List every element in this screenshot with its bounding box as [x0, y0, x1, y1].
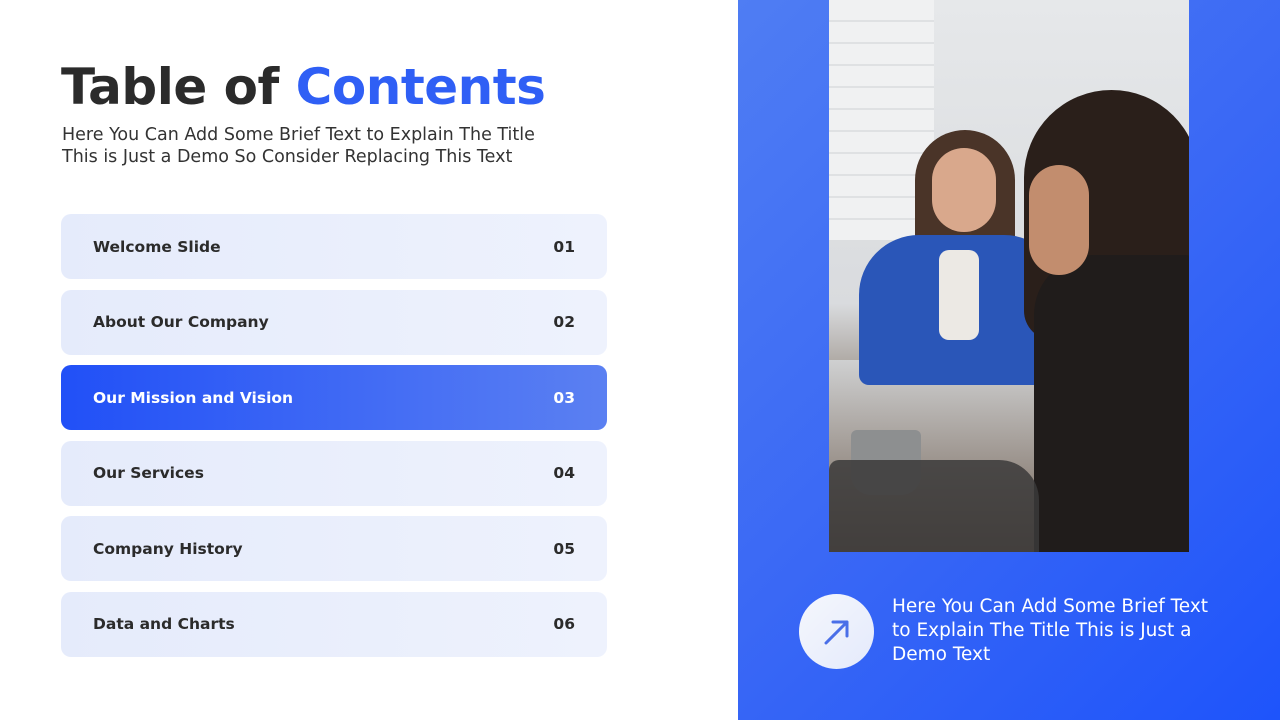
subtitle-line: Here You Can Add Some Brief Text to Expl…	[62, 125, 535, 145]
side-panel-text: Here You Can Add Some Brief Text to Expl…	[892, 596, 1209, 665]
toc-item-number: 04	[553, 464, 575, 482]
page-title: Table of Contents	[61, 58, 546, 116]
toc-item-label: About Our Company	[93, 313, 269, 331]
arrow-button[interactable]	[799, 594, 874, 669]
toc-item-label: Company History	[93, 539, 243, 558]
toc-item-welcome-slide[interactable]: Welcome Slide 01	[61, 214, 607, 279]
toc-item-about-our-company[interactable]: About Our Company 02	[61, 289, 607, 355]
toc-item-our-services[interactable]: Our Services 04	[61, 440, 607, 506]
title-accent-text: Contents	[295, 58, 546, 116]
toc-item-number: 03	[553, 388, 575, 407]
toc-item-label: Our Services	[93, 464, 204, 482]
toc-item-label: Welcome Slide	[93, 237, 221, 256]
side-panel: Here You Can Add Some Brief Text to Expl…	[738, 0, 1280, 720]
toc-item-number: 01	[553, 237, 575, 256]
arrow-up-right-icon	[824, 620, 848, 644]
toc-item-number: 06	[553, 615, 575, 633]
toc-item-data-and-charts[interactable]: Data and Charts 06	[61, 591, 607, 657]
table-of-contents-list: Welcome Slide 01 About Our Company 02 Our …	[61, 214, 607, 667]
meeting-photo	[829, 0, 1189, 552]
toc-item-label: Data and Charts	[93, 615, 235, 633]
toc-item-company-history[interactable]: Company History 05	[61, 516, 607, 581]
title-text: Table of	[61, 58, 296, 116]
toc-item-number: 02	[553, 313, 575, 331]
page-subtitle: Here You Can Add Some Brief Text to Expl…	[62, 124, 622, 168]
toc-item-number: 05	[553, 539, 575, 558]
toc-item-our-mission-and-vision[interactable]: Our Mission and Vision 03	[61, 365, 607, 430]
subtitle-line: This is Just a Demo So Consider Replacin…	[62, 147, 513, 167]
toc-item-label: Our Mission and Vision	[93, 388, 294, 407]
